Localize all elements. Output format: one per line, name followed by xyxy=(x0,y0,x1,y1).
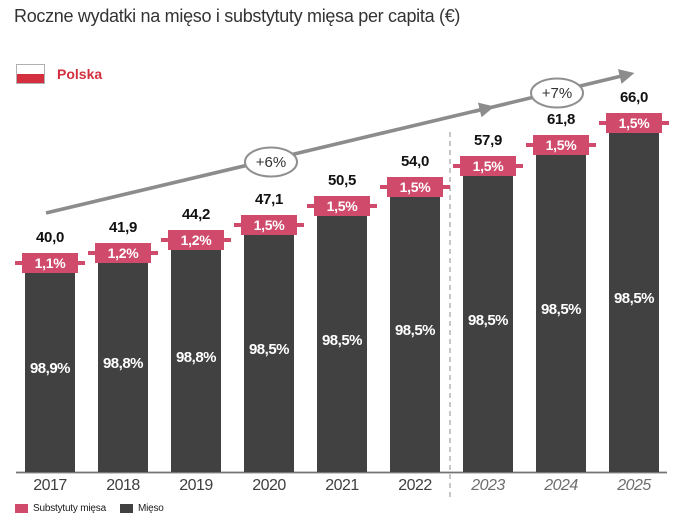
meat-segment-2022: 98,5% xyxy=(390,189,440,472)
bar-total-label-2023: 57,9 xyxy=(474,132,502,150)
year-label-2020: 2020 xyxy=(252,477,286,494)
meat-share-label-2024: 98,5% xyxy=(540,301,582,319)
meat-segment-2021: 98,5% xyxy=(317,208,367,472)
bar-2017: 98,9% xyxy=(25,256,75,472)
meat-share-label-2025: 98,5% xyxy=(613,289,655,307)
growth-rate-forecast: +7% xyxy=(542,85,572,102)
meat-share-label-2017: 98,9% xyxy=(29,360,71,377)
bar-total-label-2021: 50,5 xyxy=(328,172,356,190)
substitutes-swatch-icon xyxy=(15,504,28,513)
legend: Substytuty mięsa Mięso xyxy=(15,503,164,514)
bar-total-label-2020: 47,1 xyxy=(255,190,283,208)
meat-segment-2017: 98,9% xyxy=(25,265,75,472)
year-label-2017: 2017 xyxy=(33,477,67,494)
meat-share-label-2022: 98,5% xyxy=(394,322,436,340)
bar-total-label-2025: 66,0 xyxy=(620,88,648,106)
meat-share-label-2021: 98,5% xyxy=(321,331,363,349)
country-label: Polska xyxy=(57,66,103,82)
growth-badge-forecast-ellipse xyxy=(530,77,584,109)
substitutes-share-badge-2024: 1,5% xyxy=(526,135,596,156)
year-label-2021: 2021 xyxy=(325,477,359,494)
year-label-2024: 2024 xyxy=(544,477,578,494)
bar-total-label-2019: 44,2 xyxy=(182,206,210,224)
meat-segment-2024: 98,5% xyxy=(536,147,586,472)
legend-item-meat: Mięso xyxy=(119,503,164,514)
substitutes-share-badge-2020: 1,5% xyxy=(234,214,304,235)
growth-badge-historical-ellipse xyxy=(244,146,298,178)
legend-item-substitutes: Substytuty mięsa xyxy=(15,503,106,514)
meat-share-label-2023: 98,5% xyxy=(467,311,509,329)
flag-red-stripe xyxy=(17,74,44,83)
substitutes-share-badge-2025: 1,5% xyxy=(599,112,669,133)
year-label-2025: 2025 xyxy=(617,477,651,494)
meat-share-label-2018: 98,8% xyxy=(102,354,144,372)
meat-segment-2018: 98,8% xyxy=(98,255,148,472)
substitutes-share-badge-2022: 1,5% xyxy=(380,177,450,198)
substitutes-share-badge-2018: 1,2% xyxy=(88,242,158,263)
bar-2020: 98,5% xyxy=(244,217,294,472)
bar-2018: 98,8% xyxy=(98,245,148,472)
bar-total-label-2018: 41,9 xyxy=(109,218,137,236)
substitutes-share-badge-2021: 1,5% xyxy=(307,196,377,217)
country-tag: Polska xyxy=(16,64,102,84)
bar-2022: 98,5% xyxy=(390,180,440,472)
chart-title: Roczne wydatki na mięso i substytuty mię… xyxy=(14,6,461,26)
meat-share-label-2020: 98,5% xyxy=(248,340,290,358)
year-label-2018: 2018 xyxy=(106,477,140,494)
bar-2024: 98,5% xyxy=(536,138,586,472)
bar-2019: 98,8% xyxy=(171,233,221,472)
legend-label-substitutes: Substytuty mięsa xyxy=(33,503,106,514)
meat-segment-2023: 98,5% xyxy=(463,168,513,472)
bar-2023: 98,5% xyxy=(463,159,513,472)
substitutes-share-badge-2019: 1,2% xyxy=(161,230,231,251)
poland-flag-icon xyxy=(16,64,45,84)
bar-total-label-2017: 40,0 xyxy=(36,229,64,246)
legend-label-meat: Mięso xyxy=(137,503,164,514)
bar-total-label-2024: 61,8 xyxy=(547,111,575,129)
meat-segment-2019: 98,8% xyxy=(171,242,221,472)
substitutes-share-badge-2017: 1,1% xyxy=(15,253,85,273)
meat-swatch-icon xyxy=(119,504,133,513)
year-label-2019: 2019 xyxy=(179,477,213,494)
substitutes-share-badge-2023: 1,5% xyxy=(453,156,523,177)
meat-share-label-2019: 98,8% xyxy=(175,348,217,366)
meat-segment-2020: 98,5% xyxy=(244,227,294,472)
bar-2025: 98,5% xyxy=(609,115,659,472)
meat-segment-2025: 98,5% xyxy=(609,125,659,472)
year-label-2023: 2023 xyxy=(471,477,505,494)
year-label-2022: 2022 xyxy=(398,477,432,494)
growth-rate-historical: +6% xyxy=(256,154,286,171)
flag-white-stripe xyxy=(17,65,44,74)
bar-2021: 98,5% xyxy=(317,199,367,472)
bar-total-label-2022: 54,0 xyxy=(401,153,429,171)
